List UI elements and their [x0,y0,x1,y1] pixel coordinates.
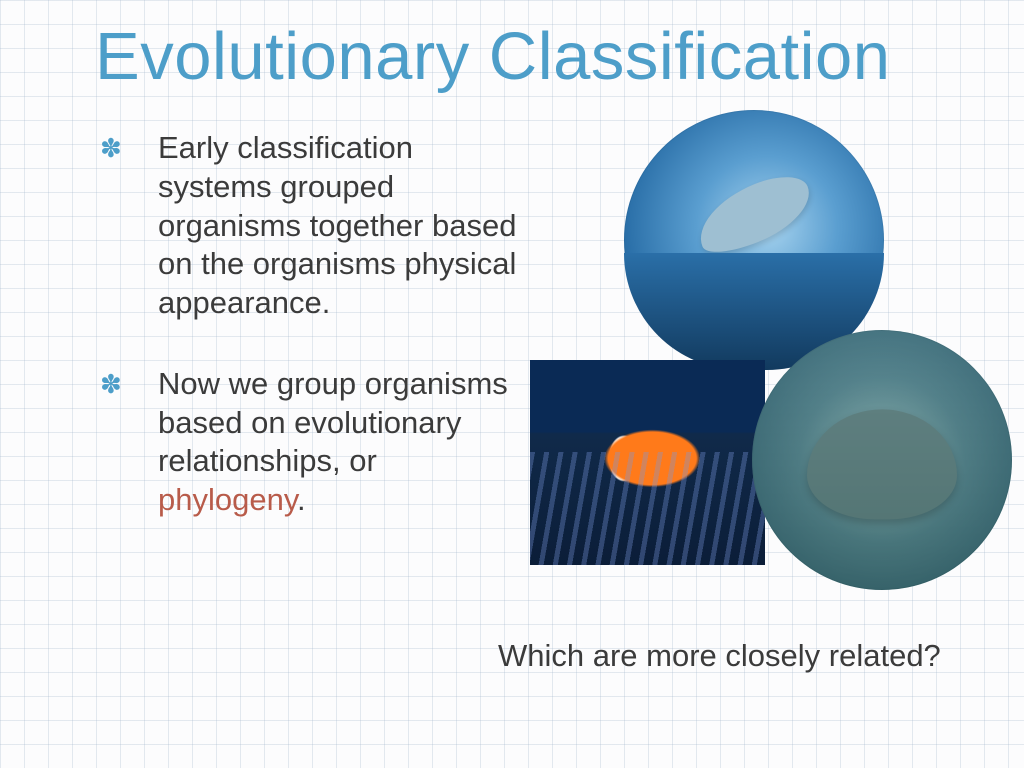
bullet-prefix: Now we group organisms based on evolutio… [158,366,508,479]
question-text: Which are more closely related? [498,638,941,674]
bullet-suffix: . [297,482,306,517]
bullet-item: ✽ Early classification systems grouped o… [100,129,530,323]
slide-title: Evolutionary Classification [95,18,994,95]
slide: Evolutionary Classification ✽ Early clas… [0,0,1024,768]
bullet-star-icon: ✽ [100,371,122,397]
bullet-text: Now we group organisms based on evolutio… [158,366,508,517]
dolphin-image [624,110,884,370]
keyword-phylogeny: phylogeny [158,482,297,517]
clownfish-image [530,360,765,565]
elephant-image [752,330,1012,590]
bullet-item: ✽ Now we group organisms based on evolut… [100,365,530,520]
bullet-text: Early classification systems grouped org… [158,130,516,320]
bullet-list: ✽ Early classification systems grouped o… [100,129,530,520]
bullet-star-icon: ✽ [100,135,122,161]
